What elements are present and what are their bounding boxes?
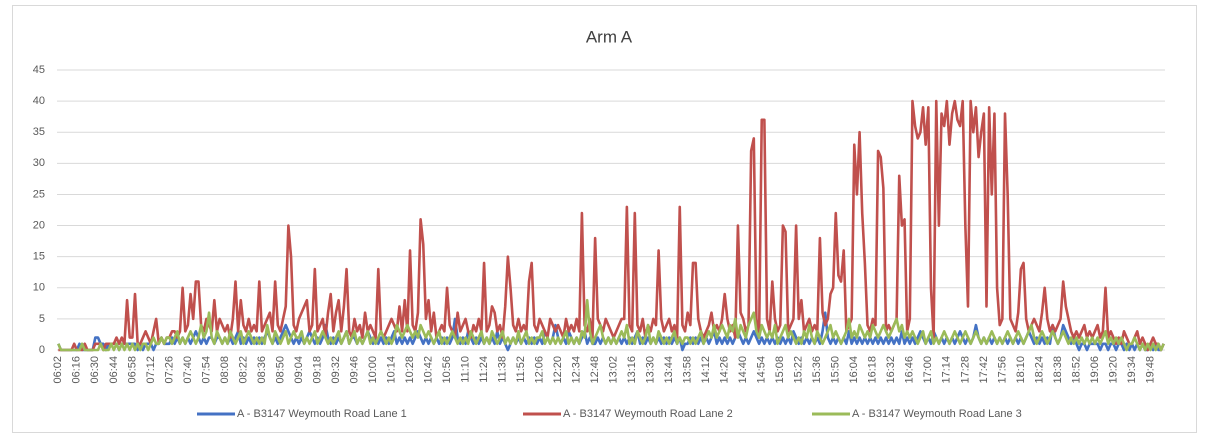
x-tick-label: 12:06 — [534, 356, 546, 384]
x-tick-label: 11:24 — [478, 356, 490, 383]
x-tick-label: 13:16 — [626, 356, 638, 384]
x-tick-label: 17:28 — [959, 356, 971, 384]
x-tick-label: 07:54 — [200, 356, 212, 384]
x-tick-label: 08:50 — [274, 356, 286, 384]
legend-label: A - B3147 Weymouth Road Lane 2 — [563, 408, 733, 420]
x-tick-label: 15:50 — [830, 356, 842, 384]
series-line — [57, 298, 1165, 352]
x-tick-label: 10:28 — [404, 356, 416, 384]
x-tick-label: 14:12 — [700, 356, 712, 384]
x-tick-label: 15:22 — [793, 356, 805, 384]
x-tick-label: 10:42 — [422, 356, 434, 384]
legend-label: A - B3147 Weymouth Road Lane 3 — [852, 408, 1022, 420]
x-tick-label: 16:46 — [904, 356, 916, 384]
x-tick-label: 07:26 — [163, 356, 175, 384]
x-tick-label: 06:30 — [89, 356, 101, 384]
y-tick-label: 45 — [33, 64, 45, 76]
y-tick-label: 5 — [39, 313, 45, 325]
x-tick-label: 13:30 — [645, 356, 657, 384]
y-tick-label: 15 — [33, 251, 45, 263]
x-tick-label: 08:08 — [219, 356, 231, 384]
x-tick-label: 12:20 — [552, 356, 564, 384]
x-tick-label: 14:26 — [719, 356, 731, 384]
x-tick-label: 15:08 — [774, 356, 786, 384]
x-tick-label: 13:02 — [608, 356, 620, 384]
legend-label: A - B3147 Weymouth Road Lane 1 — [237, 408, 407, 420]
x-tick-label: 19:20 — [1107, 356, 1119, 384]
x-tick-label: 08:36 — [256, 356, 268, 384]
y-tick-label: 10 — [33, 282, 45, 294]
x-tick-label: 09:18 — [311, 356, 323, 384]
x-tick-label: 17:14 — [941, 356, 953, 384]
x-tick-label: 14:40 — [737, 356, 749, 384]
x-tick-label: 12:48 — [589, 356, 601, 384]
x-tick-label: 06:02 — [52, 356, 64, 384]
x-tick-label: 14:54 — [756, 356, 768, 384]
x-tick-label: 15:36 — [811, 356, 823, 384]
x-tick-label: 16:32 — [885, 356, 897, 384]
x-tick-label: 09:46 — [348, 356, 360, 384]
x-tick-label: 11:38 — [496, 356, 508, 383]
x-tick-label: 10:00 — [367, 356, 379, 384]
x-tick-label: 19:48 — [1144, 356, 1156, 384]
x-tick-label: 19:34 — [1126, 356, 1138, 384]
x-tick-label: 19:06 — [1089, 356, 1101, 384]
x-tick-label: 17:56 — [996, 356, 1008, 384]
y-tick-label: 25 — [33, 188, 45, 200]
series-line — [58, 99, 1165, 352]
chart-border — [12, 5, 1197, 433]
x-tick-label: 07:40 — [182, 356, 194, 384]
x-tick-label: 06:16 — [71, 356, 83, 384]
x-tick-label: 09:04 — [293, 356, 305, 384]
y-tick-label: 20 — [33, 219, 45, 231]
x-tick-label: 07:12 — [145, 356, 157, 384]
x-tick-label: 06:58 — [126, 356, 138, 384]
y-tick-label: 0 — [39, 344, 45, 356]
y-tick-label: 40 — [33, 95, 45, 107]
x-tick-label: 13:58 — [682, 356, 694, 384]
x-tick-label: 17:00 — [922, 356, 934, 384]
x-tick-label: 16:04 — [848, 356, 860, 384]
x-tick-label: 12:34 — [571, 356, 583, 384]
y-tick-label: 30 — [33, 157, 45, 169]
x-tick-label: 18:24 — [1033, 356, 1045, 384]
x-tick-label: 17:42 — [978, 356, 990, 384]
x-tick-label: 16:18 — [867, 356, 879, 384]
x-tick-label: 18:38 — [1052, 356, 1064, 384]
x-tick-label: 13:44 — [663, 356, 675, 384]
x-tick-label: 11:10 — [459, 356, 471, 383]
x-tick-label: 11:52 — [515, 356, 527, 383]
x-tick-label: 18:10 — [1015, 356, 1027, 384]
x-tick-label: 10:56 — [441, 356, 453, 384]
x-tick-label: 18:52 — [1070, 356, 1082, 384]
x-tick-label: 08:22 — [237, 356, 249, 384]
x-tick-label: 09:32 — [330, 356, 342, 384]
chart-title: Arm A — [586, 27, 633, 46]
x-tick-label: 06:44 — [108, 356, 120, 384]
x-tick-label: 10:14 — [385, 356, 397, 384]
y-tick-label: 35 — [33, 126, 45, 138]
